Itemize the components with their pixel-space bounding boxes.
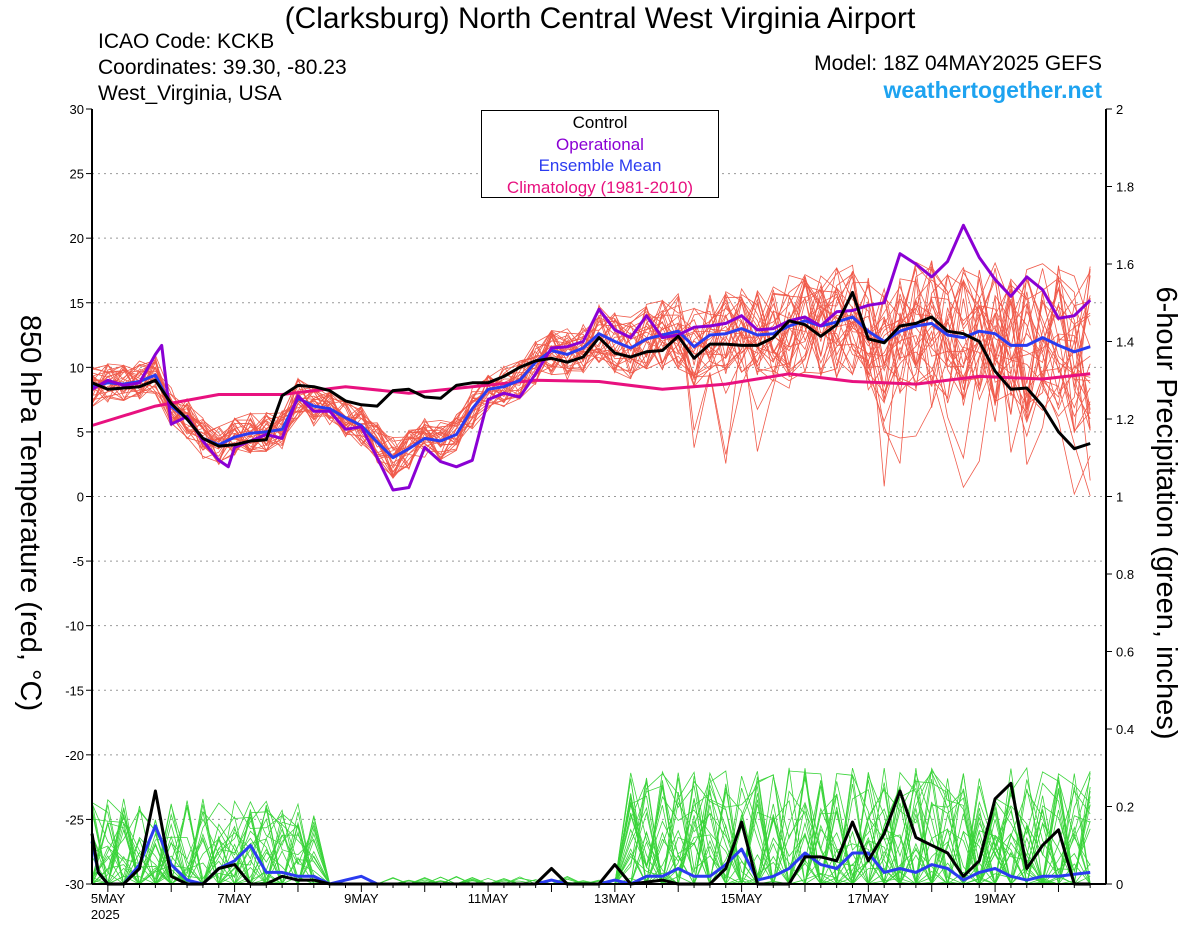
x-tick-label-2: 9MAY bbox=[344, 891, 379, 906]
climatology-line bbox=[91, 372, 1091, 427]
y-left-tick-label-11: -25 bbox=[65, 812, 84, 827]
region: West_Virginia, USA bbox=[98, 82, 282, 105]
x-tick-label-5: 15MAY bbox=[721, 891, 763, 906]
y-right-tick-label-8: 0.4 bbox=[1116, 722, 1134, 737]
y-right-tick-label-3: 1.4 bbox=[1116, 335, 1134, 350]
temperature-member-lines bbox=[91, 260, 1091, 497]
temperature-control-line bbox=[91, 290, 1091, 451]
legend-entry-2: Operational bbox=[556, 134, 644, 154]
y-left-tick-label-0: 30 bbox=[70, 102, 84, 117]
y-left-tick-label-1: 25 bbox=[70, 167, 84, 182]
brand-link[interactable]: weathertogether.net bbox=[883, 77, 1102, 103]
y-left-tick-label-2: 20 bbox=[70, 231, 84, 246]
y-right-tick-label-1: 1.8 bbox=[1116, 180, 1134, 195]
y-right-tick-label-9: 0.2 bbox=[1116, 800, 1134, 815]
chart-title: (Clarksburg) North Central West Virginia… bbox=[284, 2, 916, 35]
legend: Control Operational Ensemble Mean Climatolo… bbox=[481, 110, 719, 198]
legend-entry-1: Control bbox=[572, 113, 628, 132]
y-right-tick-label-0: 2 bbox=[1116, 102, 1123, 117]
axis-ticks: 302520151050-5-10-15-20-25-3021.81.61.41… bbox=[65, 102, 1134, 922]
model-run: Model: 18Z 04MAY2025 GEFS bbox=[814, 52, 1102, 75]
x-tick-label-7: 19MAY bbox=[974, 891, 1016, 906]
y-right-tick-label-7: 0.6 bbox=[1116, 645, 1134, 660]
y-left-tick-label-9: -15 bbox=[65, 683, 84, 698]
y-left-tick-label-4: 10 bbox=[70, 360, 84, 375]
x-tick-label-1: 7MAY bbox=[217, 891, 252, 906]
x-tick-label-3: 11MAY bbox=[468, 891, 509, 906]
y-right-tick-label-4: 1.2 bbox=[1116, 412, 1134, 427]
legend-entry-3: Ensemble Mean bbox=[538, 156, 662, 175]
y-right-tick-label-6: 0.8 bbox=[1116, 567, 1134, 582]
coordinates: Coordinates: 39.30, -80.23 bbox=[98, 56, 347, 79]
temperature-member-27 bbox=[91, 261, 1091, 466]
y-left-tick-label-10: -20 bbox=[65, 748, 84, 763]
x-tick-label-4: 13MAY bbox=[594, 891, 636, 906]
temperature-member-15 bbox=[91, 269, 1091, 460]
y-left-tick-label-8: -10 bbox=[65, 619, 84, 634]
x-tick-label-0: 5MAY bbox=[91, 891, 126, 906]
y-left-tick-label-12: -30 bbox=[65, 877, 84, 892]
y-right-tick-label-5: 1 bbox=[1116, 490, 1123, 505]
y-right-tick-label-10: 0 bbox=[1116, 877, 1123, 892]
y-left-tick-label-6: 0 bbox=[77, 490, 84, 505]
y-left-tick-label-7: -5 bbox=[72, 554, 84, 569]
grid-lines bbox=[92, 173, 1106, 820]
axes bbox=[91, 109, 1107, 885]
x-tick-sublabel-0: 2025 bbox=[91, 907, 120, 922]
y-left-tick-label-3: 15 bbox=[70, 296, 84, 311]
main-series-lines bbox=[90, 223, 1092, 886]
temperature-operational-line bbox=[91, 223, 1092, 492]
legend-entry-4: Climatology (1981-2010) bbox=[506, 177, 694, 197]
precipitation-control-line bbox=[90, 781, 1091, 886]
icao-code: ICAO Code: KCKB bbox=[98, 30, 275, 53]
x-tick-label-6: 17MAY bbox=[848, 891, 890, 906]
y-right-tick-label-2: 1.6 bbox=[1116, 257, 1134, 272]
y-left-tick-label-5: 5 bbox=[77, 425, 84, 440]
temperature-mean-line bbox=[91, 315, 1091, 460]
